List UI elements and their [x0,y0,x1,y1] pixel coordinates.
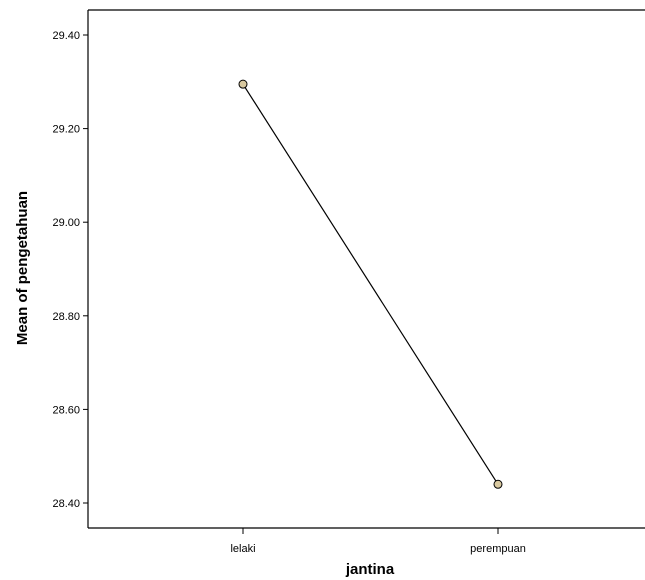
data-point [238,79,248,89]
series-group [238,79,503,489]
data-point [493,479,503,489]
y-tick-label: 29.00 [52,217,80,229]
x-axis-ticks: lelaki perempuan [230,528,526,555]
plot-frame [87,9,645,529]
y-tick-label: 28.40 [52,498,80,510]
y-tick-label: 28.60 [52,404,80,416]
x-tick-label: perempuan [470,543,526,555]
y-tick-label: 29.40 [52,30,80,42]
y-tick-label: 28.80 [52,311,80,323]
y-axis-title: Mean of pengetahuan [14,191,31,345]
series-line [242,83,499,485]
y-tick-label: 29.20 [52,124,80,136]
x-tick-label: lelaki [230,543,255,555]
x-axis-title: jantina [345,561,395,578]
y-axis-ticks: 28.40 28.60 28.80 29.00 29.20 29.40 [52,30,88,510]
